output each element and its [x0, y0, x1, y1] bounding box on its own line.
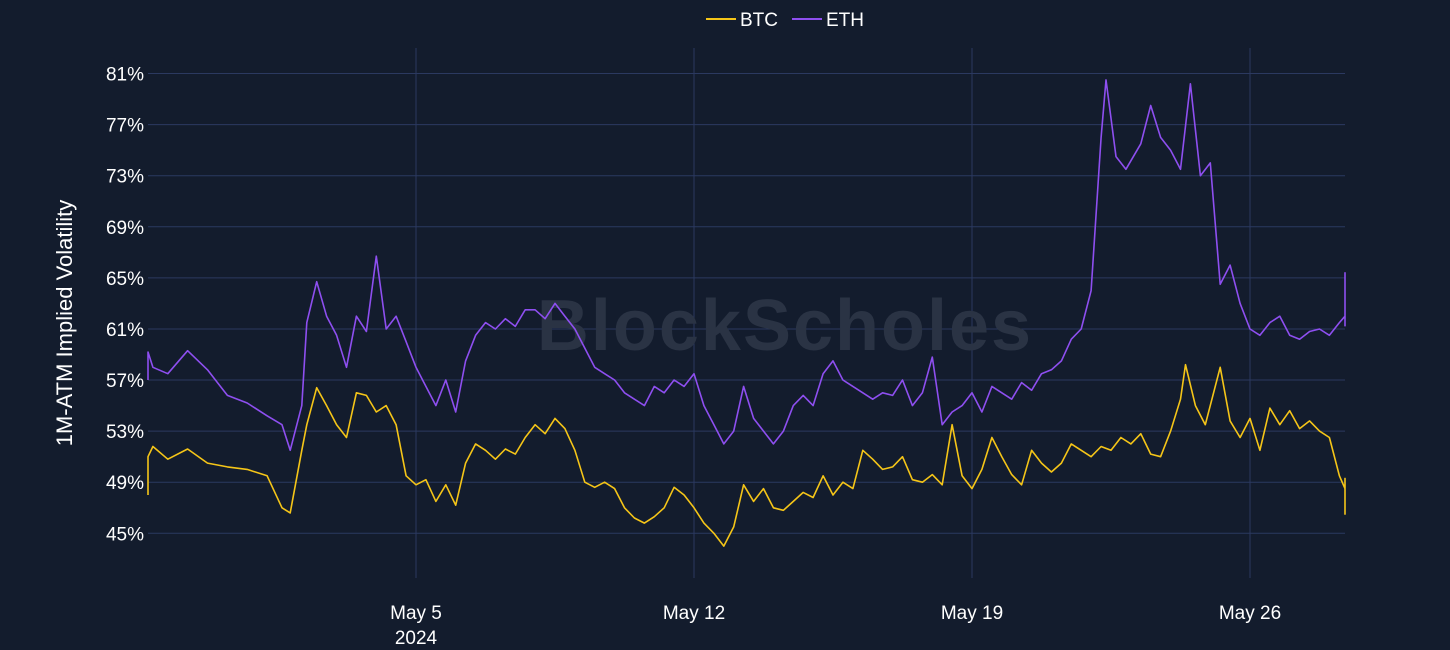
legend-label: ETH: [826, 10, 864, 31]
x-axis: May 5 2024 May 12 May 19 May 26: [390, 603, 1281, 649]
y-tick-label: 81%: [106, 65, 144, 86]
legend-label: BTC: [740, 10, 778, 31]
legend-item-eth[interactable]: ETH: [792, 10, 864, 31]
y-tick-label: 65%: [106, 269, 144, 290]
legend-item-btc[interactable]: BTC: [706, 10, 778, 31]
y-tick-label: 53%: [106, 422, 144, 443]
y-axis: 45% 49% 53% 57% 61% 65% 69% 73% 77% 81%: [106, 65, 144, 546]
y-tick-label: 49%: [106, 473, 144, 494]
series-layer: [147, 79, 1346, 547]
legend[interactable]: BTC ETH: [706, 10, 864, 31]
x-tick-label: May 5: [390, 603, 442, 624]
y-tick-label: 45%: [106, 524, 144, 545]
watermark: BlockScholes: [537, 286, 1033, 366]
y-tick-label: 57%: [106, 371, 144, 392]
y-axis-title: 1M-ATM Implied Volatility: [52, 200, 77, 447]
x-tick-label: May 26: [1219, 603, 1281, 624]
x-tick-label: May 19: [941, 603, 1003, 624]
x-tick-sublabel: 2024: [395, 628, 438, 649]
y-tick-label: 69%: [106, 218, 144, 239]
y-tick-label: 77%: [106, 116, 144, 137]
y-tick-label: 73%: [106, 167, 144, 188]
series-line-btc[interactable]: [147, 363, 1346, 547]
x-tick-label: May 12: [663, 603, 725, 624]
y-tick-label: 61%: [106, 320, 144, 341]
series-line-eth[interactable]: [147, 79, 1346, 452]
